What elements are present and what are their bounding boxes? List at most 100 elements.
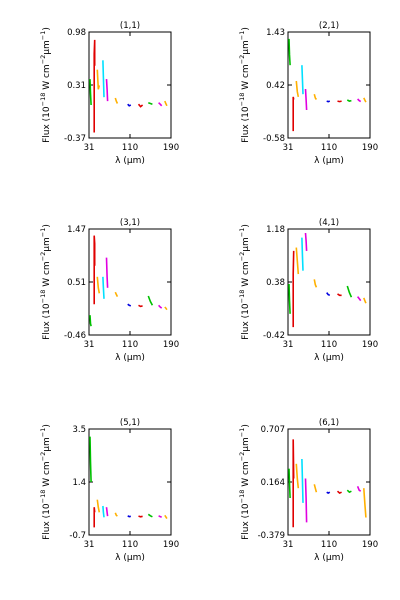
spectrum-segment-10: [158, 515, 162, 518]
spectrum-segment-11: [363, 488, 367, 518]
plot-frame: [287, 228, 371, 336]
plot-frame: [88, 228, 172, 336]
y-axis-label: Flux (10−18 W cm−2μm−1): [238, 424, 251, 540]
spectrum-segment-11: [164, 514, 168, 520]
spectrum-segment-6: [114, 291, 119, 297]
spectrum-segment-5: [304, 232, 308, 251]
spectrum-segment-2: [292, 439, 295, 528]
y-axis-label: Flux (10−18 W cm−2μm−1): [238, 224, 251, 340]
spectrum-segment-3: [295, 247, 300, 275]
spectrum-segment-1: [89, 315, 92, 327]
subplot-title: (6,1): [319, 418, 339, 428]
spectrum-segment-8: [336, 490, 342, 495]
spectrum-segment-3: [295, 80, 300, 98]
y-tick-label: -0.379: [258, 531, 285, 541]
spectrum-segment-1: [288, 468, 291, 499]
spectrum-segment-6: [313, 279, 318, 288]
plot-frame: [88, 428, 172, 536]
x-axis-label: λ (μm): [314, 156, 344, 166]
spectrum-segment-3: [96, 499, 101, 513]
spectrum-segment-7: [326, 292, 331, 297]
spectrum-segment-7: [127, 103, 132, 107]
spectrum-segment-1: [89, 436, 92, 483]
spectrum-segment-8: [137, 103, 144, 108]
spectrum-segment-6: [114, 512, 118, 517]
subplot-title: (2,1): [319, 21, 339, 31]
spectrum-segment-10: [158, 102, 163, 107]
spectrum-segment-2: [292, 96, 295, 132]
spectrum-segment-4: [102, 60, 105, 98]
spectrum-segment-10: [357, 98, 362, 103]
spectrum-segment-10: [356, 485, 362, 492]
x-tick-label: 110: [321, 540, 337, 550]
spectrum-segment-6: [313, 93, 318, 100]
x-tick-label: 190: [163, 143, 179, 153]
spectrum-segment-9: [148, 101, 153, 105]
y-tick-label: -0.7: [69, 531, 86, 541]
y-tick-label: 0.707: [261, 425, 285, 435]
x-axis-label: λ (μm): [115, 353, 145, 363]
spectrum-segment-3: [96, 276, 101, 294]
spectrum-segment-1: [288, 283, 291, 314]
spectrum-segment-10: [356, 296, 362, 302]
x-tick-label: 110: [122, 540, 138, 550]
y-tick-label: -0.42: [263, 331, 285, 341]
y-tick-label: 0.42: [266, 81, 285, 91]
y-tick-label: -0.46: [64, 331, 86, 341]
x-tick-label: 110: [321, 143, 337, 153]
x-tick-label: 110: [122, 340, 138, 350]
spectrum-segment-8: [138, 515, 143, 518]
x-tick-label: 31: [84, 340, 95, 350]
spectrum-segment-9: [147, 295, 154, 306]
x-axis-label: λ (μm): [314, 353, 344, 363]
y-tick-label: 0.31: [67, 81, 86, 91]
y-tick-label: 1.43: [266, 28, 285, 38]
y-tick-label: -0.58: [263, 134, 285, 144]
y-tick-label: 3.5: [72, 425, 86, 435]
spectrum-segment-7: [127, 515, 131, 518]
spectrum-segment-5: [105, 507, 109, 517]
spectrum-segment-2: [93, 507, 96, 528]
spectrum-segment-5: [105, 257, 109, 288]
x-tick-label: 190: [163, 540, 179, 550]
subplot-title: (1,1): [120, 21, 140, 31]
y-tick-label: 1.47: [67, 225, 86, 235]
spectrum-segment-2: [292, 250, 295, 328]
y-tick-label: 1.4: [72, 478, 86, 488]
y-axis-label: Flux (10−18 W cm−2μm−1): [238, 27, 251, 143]
spectrum-segment-11: [363, 97, 367, 103]
y-axis-label: Flux (10−18 W cm−2μm−1): [39, 424, 52, 540]
spectrum-segment-11: [164, 100, 168, 107]
spectrum-segment-8: [337, 293, 342, 297]
spectrum-segment-4: [301, 65, 304, 95]
spectrum-segment-5: [304, 88, 308, 111]
spectrum-segment-8: [138, 304, 143, 308]
x-tick-label: 31: [84, 540, 95, 550]
spectrum-segment-6: [313, 484, 318, 493]
spectrum-segment-4: [102, 505, 105, 518]
spectrum-segment-4: [102, 276, 105, 299]
spectrum-segment-1: [288, 38, 291, 66]
spectrum-segment-1: [89, 79, 92, 106]
spectrum-segment-3: [295, 463, 300, 489]
spectrum-segment-9: [147, 513, 153, 518]
subplot-5: (5,1) 3.5 1.4 -0.731 110 190 λ (μm) Flux (10−18…: [39, 418, 179, 563]
x-tick-label: 190: [362, 540, 378, 550]
y-tick-label: 0.38: [266, 278, 285, 288]
subplot-title: (3,1): [120, 218, 140, 228]
spectrum-segment-3: [96, 69, 101, 90]
y-tick-label: -0.37: [64, 134, 86, 144]
spectrum-segment-5: [304, 478, 308, 523]
spectrum-segment-7: [326, 100, 331, 103]
x-tick-label: 190: [362, 340, 378, 350]
subplot-title: (4,1): [319, 218, 339, 228]
spectrum-segment-7: [127, 303, 132, 307]
x-tick-label: 110: [321, 340, 337, 350]
plot-frame: [88, 31, 172, 139]
